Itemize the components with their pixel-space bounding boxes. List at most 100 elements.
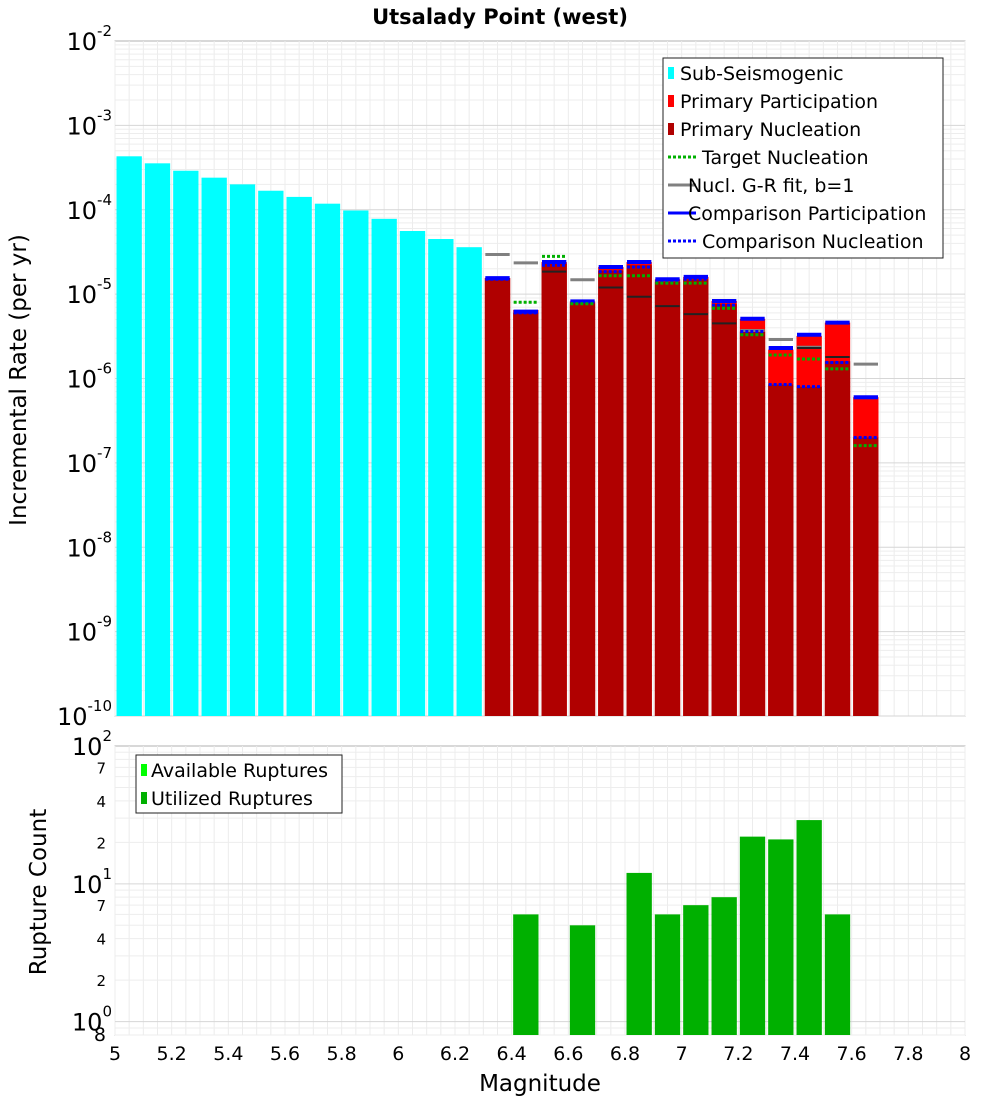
rate-y-tick-label: 10-4 <box>66 191 112 225</box>
sub-seismogenic-bar <box>229 184 256 717</box>
sub-seismogenic-bar <box>116 156 142 717</box>
utilized-ruptures-bar <box>739 836 766 1035</box>
count-y-minor-tick-label: 4 <box>96 931 106 949</box>
rate-y-axis-label: Incremental Rate (per yr) <box>6 234 32 526</box>
count-y-minor-tick-label: 7 <box>96 759 106 777</box>
sub-seismogenic-bar <box>343 210 369 716</box>
x-tick-label: 7.6 <box>837 1043 867 1065</box>
count-y-minor-tick-label: 2 <box>96 834 106 852</box>
rate-lines <box>485 252 878 448</box>
primary-nucleation-bar <box>484 278 511 716</box>
rate-y-tick-label: 10-3 <box>66 106 112 140</box>
primary-nucleation-bar <box>654 281 681 716</box>
utilized-ruptures-bar <box>654 914 681 1035</box>
count-y-tick-label: 102 <box>72 727 112 761</box>
rate-y-tick-label: 10-5 <box>66 275 112 309</box>
utilized-ruptures-bar <box>683 905 709 1035</box>
sub-seismogenic-bar <box>314 203 341 717</box>
rate-legend-label: Target Nucleation <box>701 147 869 169</box>
x-tick-label: 7.8 <box>893 1043 923 1065</box>
sub-seismogenic-bar <box>399 230 426 716</box>
rate-legend-swatch <box>668 123 674 135</box>
chart-title: Utsalady Point (west) <box>372 5 628 29</box>
count-bars <box>513 820 851 1035</box>
count-legend-swatch <box>141 764 147 776</box>
primary-nucleation-bar <box>853 437 879 716</box>
rate-legend-label: Primary Nucleation <box>680 119 861 141</box>
rate-y-tick-label: 10-10 <box>57 697 112 731</box>
rate-y-tick-label: 10-9 <box>66 613 112 647</box>
sub-seismogenic-bar <box>456 247 482 716</box>
x-tick-label: 5.4 <box>213 1043 243 1065</box>
rate-legend-swatch <box>668 67 674 79</box>
x-tick-label: 6 <box>392 1043 404 1065</box>
count-y-minor-tick-label: 4 <box>96 793 106 811</box>
sub-seismogenic-bar <box>286 196 312 717</box>
rate-panel: 10-10 10-9 10-8 10-7 10-6 10-5 10-4 10-3 10-2 Ut… <box>6 5 966 731</box>
count-y-minor-tick-label: 7 <box>96 897 106 915</box>
rate-y-tick-label: 10-6 <box>66 360 112 394</box>
x-tick-label: 6.2 <box>440 1043 470 1065</box>
count-y-tick-label: 101 <box>72 865 112 899</box>
sub-seismogenic-bar <box>428 239 454 716</box>
utilized-ruptures-bar <box>569 925 596 1035</box>
rate-y-tick-label: 10-2 <box>66 22 112 56</box>
primary-nucleation-bar <box>768 384 794 716</box>
sub-seismogenic-bar <box>144 163 171 717</box>
count-y-minor-tick-label: 8 <box>94 1024 106 1046</box>
sub-seismogenic-bar <box>201 177 227 716</box>
count-y-axis-label: Rupture Count <box>26 809 52 975</box>
sub-seismogenic-bar <box>173 170 199 716</box>
x-tick-label: 6.4 <box>497 1043 527 1065</box>
rate-legend: Sub-Seismogenic Primary Participation Prim… <box>662 57 944 259</box>
x-tick-label: 8 <box>959 1043 971 1065</box>
primary-nucleation-bar <box>626 265 652 716</box>
x-axis-label: Magnitude <box>479 1071 601 1097</box>
rate-legend-label: Comparison Participation <box>688 203 926 225</box>
x-tick-labels: 5 5.2 5.4 5.6 5.8 6 6.2 6.4 6.6 6.8 7 7.2 7.4 7.6 7.8 8 <box>109 1043 971 1065</box>
sub-seismogenic-bar <box>371 218 397 716</box>
utilized-ruptures-bar <box>796 820 822 1035</box>
x-tick-label: 5.8 <box>327 1043 357 1065</box>
count-y-minor-tick-label: 2 <box>96 972 106 990</box>
rate-y-tick-label: 10-8 <box>66 528 112 562</box>
primary-nucleation-bar <box>569 303 596 716</box>
rate-legend-label: Sub-Seismogenic <box>680 63 844 85</box>
count-legend-label: Available Ruptures <box>151 760 328 782</box>
rate-legend-label: Comparison Nucleation <box>702 231 924 253</box>
count-y-tick-labels: 100 101 102 8 2 4 7 2 4 7 <box>72 727 112 1046</box>
x-tick-label: 5.6 <box>270 1043 300 1065</box>
x-tick-label: 6.6 <box>553 1043 583 1065</box>
utilized-ruptures-bar <box>768 839 794 1035</box>
count-legend-label: Utilized Ruptures <box>151 788 313 810</box>
primary-nucleation-bar <box>711 304 737 716</box>
count-y-tick-label: 100 <box>72 1003 112 1037</box>
x-tick-label: 7.2 <box>723 1043 753 1065</box>
rate-bars <box>116 156 879 717</box>
primary-nucleation-bar <box>541 263 567 716</box>
primary-nucleation-bar <box>683 279 709 716</box>
primary-nucleation-bar <box>598 270 624 716</box>
primary-nucleation-bar <box>513 312 539 716</box>
primary-nucleation-bar <box>796 386 822 716</box>
count-legend: Available Ruptures Utilized Ruptures <box>135 754 343 814</box>
x-tick-label: 5 <box>109 1043 121 1065</box>
rate-legend-box <box>662 57 944 259</box>
utilized-ruptures-bar <box>711 897 737 1035</box>
utilized-ruptures-bar <box>824 914 851 1035</box>
rate-legend-label: Primary Participation <box>680 91 878 113</box>
rate-y-tick-labels: 10-10 10-9 10-8 10-7 10-6 10-5 10-4 10-3 10-2 <box>57 22 112 731</box>
count-legend-box <box>135 754 343 814</box>
x-tick-label: 7.4 <box>780 1043 810 1065</box>
rate-legend-label: Nucl. G-R fit, b=1 <box>688 175 854 197</box>
rate-legend-swatch <box>668 95 674 107</box>
count-legend-swatch <box>141 792 147 804</box>
sub-seismogenic-bar <box>258 190 284 717</box>
x-tick-label: 6.8 <box>610 1043 640 1065</box>
utilized-ruptures-bar <box>513 914 539 1035</box>
rate-y-tick-label: 10-7 <box>66 444 112 478</box>
primary-nucleation-bar <box>739 331 766 716</box>
count-panel: 100 101 102 8 2 4 7 2 4 7 5 5.2 5.4 5.6 5.8 6 6.2 6.4 6.6… <box>26 727 971 1097</box>
x-tick-label: 5.2 <box>157 1043 187 1065</box>
